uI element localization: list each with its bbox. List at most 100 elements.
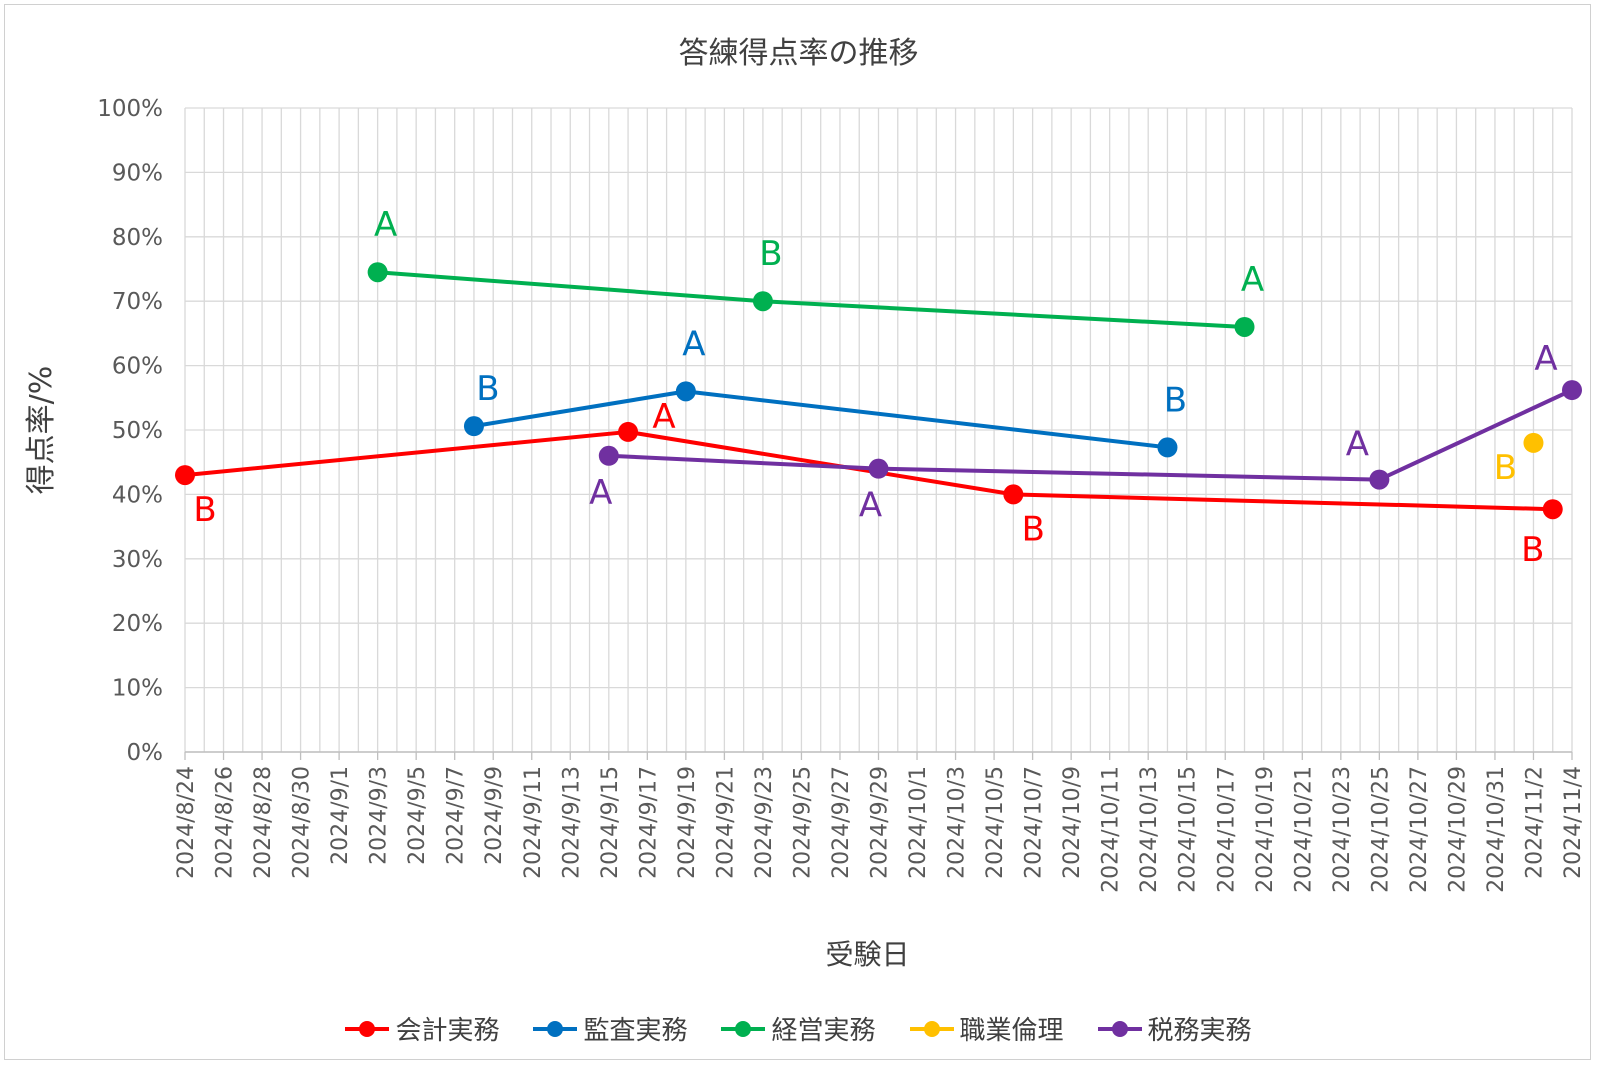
series-line xyxy=(377,270,1245,329)
legend-item: 職業倫理 xyxy=(909,1010,1064,1047)
data-label: A xyxy=(1534,339,1557,379)
data-point xyxy=(1234,316,1255,337)
data-point xyxy=(1562,380,1582,401)
legend-swatch-marker xyxy=(735,1020,752,1037)
data-point xyxy=(1157,437,1178,458)
legend-swatch-marker xyxy=(359,1020,376,1037)
data-label: B xyxy=(759,234,782,274)
legend-item: 会計実務 xyxy=(345,1010,499,1047)
data-label: A xyxy=(859,486,882,526)
data-label: A xyxy=(374,205,397,245)
y-tick-label: 80% xyxy=(112,225,163,251)
x-tick-label: 2024/9/9 xyxy=(482,766,507,865)
x-tick-label: 2024/10/19 xyxy=(1253,766,1278,893)
legend-swatch xyxy=(1097,1020,1142,1037)
legend-item: 経営実務 xyxy=(721,1010,876,1047)
x-tick-label: 2024/10/23 xyxy=(1330,766,1355,893)
x-tick-label: 2024/10/15 xyxy=(1176,766,1201,893)
x-tick-label: 2024/11/2 xyxy=(1522,766,1547,879)
x-tick-label: 2024/9/27 xyxy=(829,766,854,879)
data-point xyxy=(618,421,639,442)
y-tick-label: 50% xyxy=(112,418,163,444)
x-tick-label: 2024/8/24 xyxy=(174,766,199,879)
data-label: B xyxy=(1494,448,1517,488)
legend-label: 職業倫理 xyxy=(959,1016,1064,1046)
x-tick-label: 2024/9/7 xyxy=(444,766,469,865)
x-tick-label: 2024/10/31 xyxy=(1484,766,1509,893)
x-axis-title: 受験日 xyxy=(825,938,910,971)
legend-swatch-marker xyxy=(1111,1020,1128,1037)
data-label: A xyxy=(1241,260,1264,300)
x-tick-label: 2024/9/29 xyxy=(868,766,893,879)
legend-item: 監査実務 xyxy=(533,1010,687,1047)
x-tick-label: 2024/8/28 xyxy=(251,766,276,879)
data-label: B xyxy=(193,490,216,530)
x-tick-label: 2024/10/5 xyxy=(983,766,1008,879)
legend-swatch xyxy=(909,1020,954,1037)
legend-label: 税務実務 xyxy=(1147,1016,1252,1046)
chart-frame xyxy=(4,4,1591,1060)
x-tick-label: 2024/10/25 xyxy=(1368,766,1393,893)
y-tick-label: 100% xyxy=(97,96,163,122)
y-tick-label: 20% xyxy=(112,611,163,637)
data-point xyxy=(868,458,889,479)
legend-swatch-marker xyxy=(923,1020,940,1037)
data-label: A xyxy=(589,473,612,513)
legend-swatch xyxy=(345,1020,390,1037)
x-tick-label: 2024/9/17 xyxy=(636,766,661,879)
data-point xyxy=(1542,499,1563,520)
x-tick-label: 2024/9/1 xyxy=(328,766,353,865)
x-tick-label: 2024/11/4 xyxy=(1561,766,1586,879)
data-point xyxy=(598,445,619,466)
data-label: A xyxy=(682,324,705,364)
x-tick-label: 2024/8/26 xyxy=(213,766,238,879)
y-tick-label: 0% xyxy=(127,740,164,766)
x-tick-label: 2024/9/13 xyxy=(559,766,584,879)
series-line xyxy=(184,429,1553,512)
data-point xyxy=(675,381,696,402)
data-label: B xyxy=(476,369,499,409)
y-tick-label: 60% xyxy=(112,354,163,380)
x-tick-label: 2024/10/1 xyxy=(906,766,931,879)
data-point xyxy=(752,291,773,312)
data-point xyxy=(1369,469,1390,490)
data-label: A xyxy=(652,397,675,437)
legend-swatch xyxy=(721,1020,766,1037)
x-tick-label: 2024/9/15 xyxy=(598,766,623,879)
data-point xyxy=(1523,432,1544,453)
x-tick-label: 2024/10/11 xyxy=(1099,766,1124,893)
x-tick-label: 2024/10/17 xyxy=(1214,766,1239,893)
legend-label: 経営実務 xyxy=(771,1016,876,1046)
series-line xyxy=(608,388,1573,482)
data-label: B xyxy=(1521,530,1544,570)
legend-item: 税務実務 xyxy=(1097,1010,1252,1047)
x-tick-label: 2024/9/25 xyxy=(790,766,815,879)
x-tick-label: 2024/9/5 xyxy=(405,766,430,865)
x-tick-label: 2024/9/21 xyxy=(713,766,738,879)
data-point xyxy=(463,416,484,437)
legend-swatch-marker xyxy=(547,1020,564,1037)
x-tick-label: 2024/9/23 xyxy=(752,766,777,879)
x-tick-label: 2024/10/21 xyxy=(1291,766,1316,893)
y-tick-label: 40% xyxy=(112,482,163,508)
x-tick-label: 2024/8/30 xyxy=(290,766,315,879)
x-tick-label: 2024/10/9 xyxy=(1060,766,1085,879)
x-tick-label: 2024/9/11 xyxy=(521,766,546,879)
y-tick-label: 90% xyxy=(112,160,163,186)
y-tick-label: 70% xyxy=(112,289,163,315)
y-tick-label: 10% xyxy=(112,676,163,702)
data-point xyxy=(1003,484,1024,505)
legend-label: 会計実務 xyxy=(395,1016,500,1046)
y-tick-label: 30% xyxy=(112,547,163,573)
data-label: B xyxy=(1022,509,1045,549)
x-tick-label: 2024/10/29 xyxy=(1445,766,1470,893)
x-tick-label: 2024/9/3 xyxy=(367,766,392,865)
x-tick-label: 2024/10/3 xyxy=(945,766,970,879)
x-tick-label: 2024/10/27 xyxy=(1407,766,1432,893)
x-tick-label: 2024/10/13 xyxy=(1137,766,1162,893)
x-tick-label: 2024/9/19 xyxy=(675,766,700,879)
chart-title: 答練得点率の推移 xyxy=(678,36,919,71)
x-tick-label: 2024/10/7 xyxy=(1022,766,1047,879)
data-point xyxy=(175,465,195,486)
